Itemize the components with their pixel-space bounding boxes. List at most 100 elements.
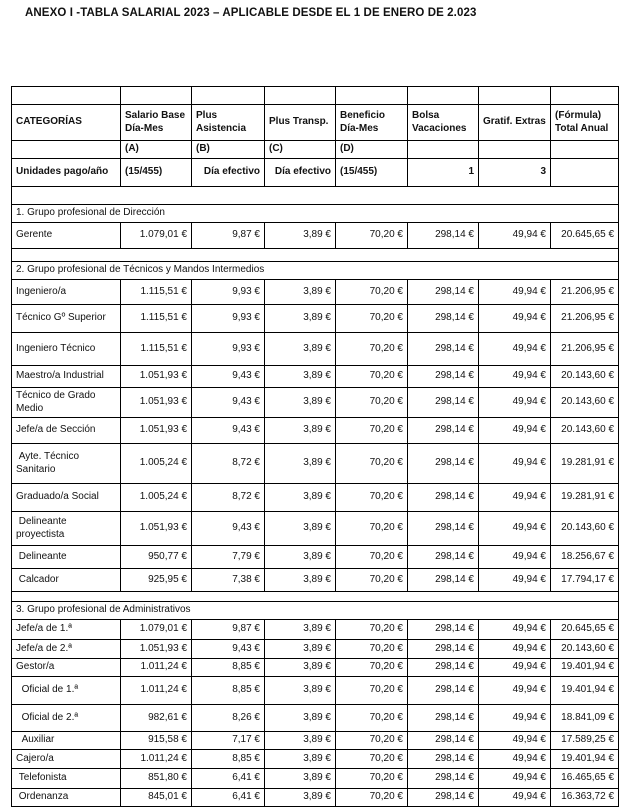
value-cell: 1.115,51 € [120,279,192,305]
table-row: Delineante 950,77 €7,79 €3,89 €70,20 €298… [11,545,619,569]
value-cell: 49,94 € [478,731,551,750]
column-header: (Fórmula) Total Anual [550,104,619,141]
category-cell: Técnico Gº Superior [11,304,121,333]
table-row: Gestor/a 1.011,24 €8,85 €3,89 €70,20 €298… [11,658,619,677]
table-row: Técnico de Grado Medio 1.051,93 €9,43 €3,… [11,387,619,418]
value-cell: 20.645,65 € [550,619,619,640]
value-cell: 70,20 € [335,768,408,789]
value-cell: 9,43 € [191,639,265,659]
category-cell: Maestro/a Industrial [11,365,121,388]
column-header: Bolsa Vacaciones [407,104,479,141]
table-row: Delineante proyectista 1.051,93 €9,43 €3,… [11,511,619,546]
category-cell: Jefe/a de 1.ª [11,619,121,640]
value-cell: 7,38 € [191,568,265,592]
value-cell: 298,14 € [407,387,479,418]
value-cell: 9,43 € [191,511,265,546]
value-cell: 982,61 € [120,704,192,732]
value-cell: 9,43 € [191,387,265,418]
table-row: Jefe/a de Sección 1.051,93 €9,43 €3,89 €7… [11,417,619,444]
value-cell: 8,85 € [191,658,265,677]
column-unit: Día efectivo [191,158,265,187]
category-cell: Graduado/a Social [11,483,121,512]
value-cell: 49,94 € [478,511,551,546]
header-empty-row [11,86,619,105]
value-cell: 1.051,93 € [120,365,192,388]
value-cell: 1.115,51 € [120,304,192,333]
value-cell: 8,72 € [191,443,265,484]
column-header: Salario Base Día-Mes [120,104,192,141]
header-letter-row: (A) (B) (C) (D) [11,140,619,159]
value-cell: 70,20 € [335,511,408,546]
value-cell: 70,20 € [335,568,408,592]
value-cell: 70,20 € [335,417,408,444]
value-cell: 49,94 € [478,417,551,444]
value-cell: 49,94 € [478,619,551,640]
value-cell: 3,89 € [264,768,336,789]
value-cell: 3,89 € [264,417,336,444]
value-cell: 298,14 € [407,619,479,640]
table-row: Auxiliar 915,58 €7,17 €3,89 €70,20 €298,1… [11,731,619,750]
category-cell: Gestor/a [11,658,121,677]
column-unit: (15/455) [120,158,192,187]
value-cell: 298,14 € [407,545,479,569]
section-heading: 2. Grupo profesional de Técnicos y Mando… [11,261,619,280]
value-cell: 851,80 € [120,768,192,789]
column-header: Plus Asistencia [191,104,265,141]
value-cell: 70,20 € [335,545,408,569]
value-cell: 20.143,60 € [550,365,619,388]
value-cell: 3,89 € [264,749,336,769]
value-cell: 3,89 € [264,639,336,659]
category-cell: Ordenanza [11,788,121,807]
value-cell: 49,94 € [478,483,551,512]
value-cell: 49,94 € [478,568,551,592]
value-cell: 1.079,01 € [120,619,192,640]
value-cell: 3,89 € [264,279,336,305]
section-gap-row [11,591,619,602]
category-cell: Delineante [11,545,121,569]
table-row: Oficial de 1.ª 1.011,24 €8,85 €3,89 €70,2… [11,676,619,705]
value-cell: 3,89 € [264,658,336,677]
table-row: Oficial de 2.ª 982,61 €8,26 €3,89 €70,20 … [11,704,619,732]
header-empty-cell [264,86,336,105]
column-header-line: Plus Transp. [269,116,329,128]
column-unit: (15/455) [335,158,408,187]
value-cell: 70,20 € [335,365,408,388]
salary-table: CATEGORÍAS Salario Base Día-Mes Plus Asisten… [11,86,619,807]
value-cell: 70,20 € [335,676,408,705]
section-gap-cell [11,186,619,205]
value-cell: 1.005,24 € [120,443,192,484]
value-cell: 3,89 € [264,304,336,333]
header-empty-cell [478,86,551,105]
column-header-line: Día-Mes [125,122,164,134]
value-cell: 298,14 € [407,332,479,366]
value-cell: 3,89 € [264,443,336,484]
value-cell: 3,89 € [264,365,336,388]
table-row: Calcador 925,95 €7,38 €3,89 €70,20 €298,1… [11,568,619,592]
value-cell: 298,14 € [407,483,479,512]
value-cell: 70,20 € [335,639,408,659]
value-cell: 49,94 € [478,332,551,366]
value-cell: 298,14 € [407,658,479,677]
value-cell: 49,94 € [478,443,551,484]
value-cell: 20.645,65 € [550,222,619,249]
value-cell: 21.206,95 € [550,332,619,366]
value-cell: 1.051,93 € [120,387,192,418]
value-cell: 298,14 € [407,443,479,484]
column-header-line: Salario Base [125,110,186,121]
section-gap-row [11,248,619,262]
column-header-line: Gratif. Extras [483,116,546,128]
category-cell: Auxiliar [11,731,121,750]
value-cell: 70,20 € [335,483,408,512]
column-unit: 1 [407,158,479,187]
value-cell: 3,89 € [264,704,336,732]
categories-header: CATEGORÍAS [11,104,121,141]
value-cell: 1.115,51 € [120,332,192,366]
value-cell: 1.005,24 € [120,483,192,512]
value-cell: 70,20 € [335,443,408,484]
value-cell: 70,20 € [335,731,408,750]
value-cell: 8,85 € [191,676,265,705]
value-cell: 9,43 € [191,365,265,388]
value-cell: 6,41 € [191,788,265,807]
value-cell: 7,79 € [191,545,265,569]
value-cell: 298,14 € [407,731,479,750]
